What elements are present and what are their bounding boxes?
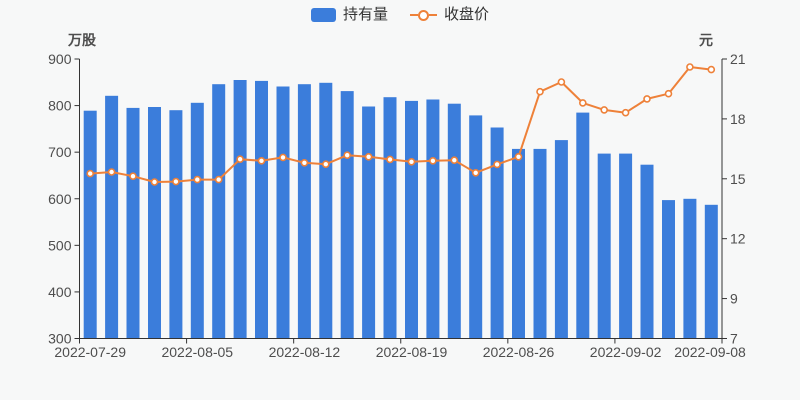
line-point-2022-08-30[interactable] xyxy=(557,78,566,86)
bar-2022-08-01[interactable] xyxy=(105,95,119,339)
x-axis-tick-label: 2022-08-19 xyxy=(376,344,448,360)
bar-2022-09-05[interactable] xyxy=(640,164,654,339)
bar-2022-08-15[interactable] xyxy=(319,82,333,339)
line-point-2022-08-15[interactable] xyxy=(321,160,330,168)
legend-line-ring-icon xyxy=(418,10,429,21)
line-series-swatch-icon xyxy=(410,8,437,22)
right-axis-tick-label: 12 xyxy=(730,231,746,247)
line-point-2022-08-08[interactable] xyxy=(214,175,223,184)
bar-2022-09-01[interactable] xyxy=(597,153,611,339)
x-axis-tick-label: 2022-09-08 xyxy=(674,344,746,360)
line-point-2022-08-04[interactable] xyxy=(172,177,180,186)
right-axis-tick-label: 9 xyxy=(730,291,738,307)
bar-2022-08-17[interactable] xyxy=(362,106,376,339)
line-point-2022-08-16[interactable] xyxy=(343,151,352,159)
bar-2022-08-02[interactable] xyxy=(126,107,140,339)
bar-2022-08-16[interactable] xyxy=(340,91,354,339)
line-point-2022-08-11[interactable] xyxy=(279,153,287,162)
line-point-2022-08-26[interactable] xyxy=(514,153,523,161)
line-point-2022-08-22[interactable] xyxy=(429,157,437,165)
bar-2022-08-24[interactable] xyxy=(469,115,483,339)
legend-item-close-price[interactable]: 收盘价 xyxy=(410,5,489,25)
line-point-2022-08-10[interactable] xyxy=(257,157,266,165)
bar-2022-08-05[interactable] xyxy=(190,102,204,339)
left-axis-tick-label: 600 xyxy=(48,191,72,207)
close-price-line xyxy=(90,66,712,183)
x-axis-tick-label: 2022-08-26 xyxy=(483,344,555,360)
x-axis-tick-label: 2022-08-12 xyxy=(269,344,341,360)
bar-2022-08-03[interactable] xyxy=(148,107,161,339)
line-point-2022-08-05[interactable] xyxy=(193,175,202,184)
bar-2022-08-18[interactable] xyxy=(383,97,397,339)
left-axis-unit-label: 万股 xyxy=(68,32,96,48)
bar-2022-07-29[interactable] xyxy=(83,110,97,339)
x-axis-tick-label: 2022-09-02 xyxy=(590,344,662,360)
line-point-2022-08-12[interactable] xyxy=(300,159,309,167)
bar-2022-09-08[interactable] xyxy=(704,204,718,339)
x-axis-tick-label: 2022-08-05 xyxy=(161,344,233,360)
line-point-2022-09-06[interactable] xyxy=(664,89,673,98)
line-point-2022-08-29[interactable] xyxy=(536,87,544,96)
bar-2022-08-10[interactable] xyxy=(255,80,268,339)
line-point-2022-08-17[interactable] xyxy=(364,153,373,161)
line-point-2022-08-31[interactable] xyxy=(578,99,587,107)
bar-2022-08-19[interactable] xyxy=(405,100,418,339)
right-axis-tick-label: 21 xyxy=(730,51,746,67)
legend-item-holdings[interactable]: 持有量 xyxy=(310,5,388,25)
line-point-2022-08-18[interactable] xyxy=(386,155,394,164)
bar-2022-09-07[interactable] xyxy=(683,198,697,339)
line-point-2022-08-09[interactable] xyxy=(236,155,244,163)
left-axis-tick-label: 700 xyxy=(48,144,72,160)
left-axis-tick-label: 400 xyxy=(48,284,72,300)
legend-line-dash xyxy=(410,14,418,16)
left-axis-tick-label: 900 xyxy=(48,51,72,67)
line-point-2022-08-19[interactable] xyxy=(407,158,416,166)
right-axis-tick-label: 18 xyxy=(730,111,746,127)
line-point-2022-09-08[interactable] xyxy=(707,65,716,74)
bar-2022-08-26[interactable] xyxy=(512,148,525,339)
line-point-2022-08-24[interactable] xyxy=(471,169,480,177)
x-axis-tick-label: 2022-07-29 xyxy=(54,344,126,360)
line-point-2022-09-02[interactable] xyxy=(621,108,630,117)
line-point-2022-08-02[interactable] xyxy=(129,172,137,180)
bar-2022-08-04[interactable] xyxy=(169,110,183,339)
line-point-2022-07-29[interactable] xyxy=(86,169,94,178)
line-point-2022-09-01[interactable] xyxy=(600,106,609,114)
left-axis-tick-label: 800 xyxy=(48,98,72,114)
left-axis-tick-label: 300 xyxy=(48,331,72,347)
left-axis-tick-label: 500 xyxy=(48,237,72,253)
line-point-2022-08-23[interactable] xyxy=(450,156,459,164)
bar-2022-08-11[interactable] xyxy=(276,86,290,339)
bar-2022-08-23[interactable] xyxy=(447,103,461,339)
bar-2022-08-22[interactable] xyxy=(426,99,440,339)
legend-line-dash xyxy=(429,14,437,16)
line-point-2022-08-03[interactable] xyxy=(150,178,159,186)
legend: 持有量 收盘价 xyxy=(0,5,800,25)
bar-2022-08-12[interactable] xyxy=(297,84,311,339)
right-axis-tick-label: 7 xyxy=(730,331,738,347)
bar-2022-08-31[interactable] xyxy=(576,112,590,339)
line-point-2022-09-05[interactable] xyxy=(643,95,651,103)
right-axis-unit-label: 元 xyxy=(699,32,713,48)
legend-label-close-price: 收盘价 xyxy=(444,6,490,23)
line-point-2022-09-07[interactable] xyxy=(686,63,694,71)
bar-2022-09-06[interactable] xyxy=(662,200,675,339)
bar-2022-08-08[interactable] xyxy=(212,84,226,339)
line-point-2022-08-01[interactable] xyxy=(107,168,116,176)
right-axis-tick-label: 15 xyxy=(730,171,746,187)
bar-series-swatch-icon xyxy=(310,8,336,22)
bar-2022-08-29[interactable] xyxy=(533,148,547,339)
bar-2022-08-25[interactable] xyxy=(490,127,504,339)
line-point-2022-08-25[interactable] xyxy=(493,160,501,169)
bar-2022-09-02[interactable] xyxy=(619,153,633,339)
bar-2022-08-09[interactable] xyxy=(233,80,247,339)
legend-label-holdings: 持有量 xyxy=(342,6,388,23)
bar-2022-08-30[interactable] xyxy=(554,140,568,339)
